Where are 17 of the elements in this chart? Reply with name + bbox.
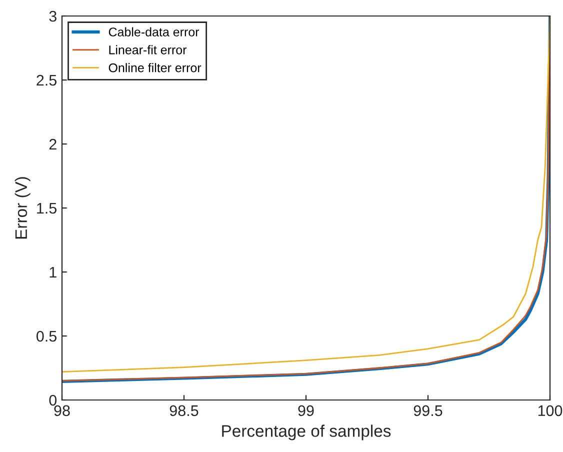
legend-label: Cable-data error <box>108 27 200 36</box>
x-tick-label: 99.5 <box>414 405 442 416</box>
x-axis-title: Percentage of samples <box>222 424 391 440</box>
x-tick-label: 98.5 <box>170 405 198 416</box>
x-tick-label: 98 <box>54 405 70 416</box>
y-tick-label: 0 <box>49 394 57 406</box>
legend-label: Online filter error <box>108 63 202 72</box>
y-tick-label: 2.5 <box>36 74 56 86</box>
x-tick-label: 100 <box>538 405 562 416</box>
y-tick-label: 3 <box>49 10 56 22</box>
y-tick-label: 1 <box>50 267 56 278</box>
legend-label: Linear-fit error <box>109 45 187 54</box>
y-tick-label: 2 <box>49 138 56 150</box>
y-axis-title: Error (V) <box>14 177 30 239</box>
x-tick-label: 99 <box>298 405 314 416</box>
y-tick-label: 0.5 <box>36 330 56 342</box>
y-tick-label: 1.5 <box>37 203 56 214</box>
